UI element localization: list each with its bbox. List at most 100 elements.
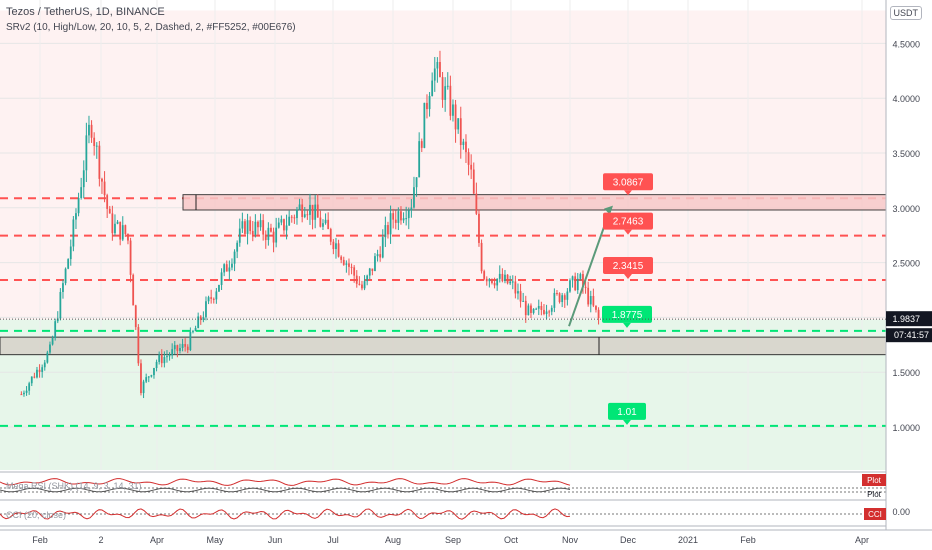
candle-body	[46, 352, 49, 363]
candle-body	[457, 118, 460, 130]
candle-body	[293, 217, 296, 219]
level-label-pointer	[624, 273, 632, 279]
candle-body	[129, 240, 132, 275]
candle-body	[381, 237, 384, 258]
candle-body	[283, 219, 285, 231]
overlay-layer: 3.0867 2.7463 2.3415 1.8775 1.01	[568, 173, 653, 425]
candle-body	[259, 220, 262, 228]
price-axis-bg	[886, 0, 932, 550]
candle-body	[103, 181, 106, 196]
candle-body	[524, 300, 527, 316]
rsi-plot-tag-label: Plot	[867, 476, 882, 485]
price-tick-label: 4.0000	[892, 94, 920, 104]
cci-tag	[864, 508, 886, 520]
candle-body	[114, 223, 116, 234]
projection-arrow	[568, 209, 611, 327]
candle-body	[415, 177, 418, 188]
candle-body	[462, 141, 465, 146]
candle-body	[140, 363, 142, 394]
cci-indicator-name: CCI (20, close)	[6, 510, 66, 520]
candle-body	[561, 295, 564, 303]
candle-body	[454, 104, 457, 130]
candle-body	[171, 349, 174, 356]
candle-body	[410, 207, 413, 211]
candle-body	[368, 268, 371, 276]
candle-body	[342, 259, 345, 265]
candle-body	[485, 278, 488, 282]
candle-body	[506, 274, 509, 284]
candle-body	[30, 376, 33, 384]
price-tick-label: 2.5000	[892, 259, 920, 269]
candle-body	[400, 211, 402, 221]
candle-body	[371, 268, 374, 271]
candle-body	[88, 124, 90, 136]
level-label: 1.01	[617, 407, 637, 418]
candle-body	[329, 229, 332, 242]
candle-body	[428, 96, 431, 110]
candle-body	[335, 243, 337, 250]
candle-body	[158, 354, 161, 362]
candle-body	[220, 272, 223, 285]
level-label-pointer	[624, 229, 632, 235]
candle-body	[132, 274, 135, 306]
candle-body	[418, 141, 421, 178]
candle-body	[353, 267, 356, 276]
rsi-signal-line	[0, 487, 571, 493]
candle-body	[251, 230, 254, 235]
candle-body	[405, 218, 408, 220]
candle-body	[202, 317, 205, 320]
candle-body	[576, 278, 579, 291]
symbol-title: Tezos / TetherUS, 1D, BINANCE	[6, 6, 165, 18]
candle-body	[75, 213, 77, 220]
levels-layer	[0, 194, 887, 427]
candle-body	[475, 193, 478, 214]
candle-body	[592, 296, 595, 306]
rsi-plot-tag-label-2: Plot	[867, 490, 882, 499]
candle-body	[210, 297, 213, 299]
candle-body	[25, 390, 28, 393]
candle-body	[498, 273, 501, 279]
candle-body	[345, 263, 348, 265]
candle-body	[124, 225, 127, 234]
candle-body	[496, 278, 499, 286]
candle-body	[41, 367, 44, 372]
candle-body	[207, 297, 210, 302]
candle-body	[545, 311, 548, 314]
candle-body	[522, 300, 525, 302]
candle-body	[350, 266, 353, 268]
candle-body	[511, 281, 514, 283]
candle-body	[301, 204, 304, 218]
candle-body	[215, 291, 218, 300]
time-tick-label: Nov	[562, 535, 579, 545]
candle-body	[28, 383, 31, 391]
candle-body	[244, 221, 246, 234]
candle-body	[470, 164, 473, 170]
candle-body	[363, 281, 366, 289]
candle-body	[340, 256, 343, 260]
candle-body	[275, 227, 278, 243]
price-tick-label: 3.5000	[892, 149, 920, 159]
candle-body	[420, 141, 423, 148]
candle-body	[444, 86, 447, 100]
candle-body	[254, 221, 257, 235]
candle-body	[452, 104, 454, 116]
candle-body	[223, 264, 226, 273]
time-tick-label: Apr	[855, 535, 869, 545]
countdown-label: 07:41:57	[894, 330, 929, 340]
candle-body	[231, 263, 233, 268]
candle-body	[127, 233, 129, 241]
candle-body	[423, 102, 426, 148]
candle-body	[285, 225, 288, 231]
candle-body	[449, 85, 452, 116]
candle-body	[233, 251, 236, 264]
currency-unit-badge[interactable]: USDT	[889, 6, 922, 20]
candle-body	[262, 220, 265, 235]
candle-body	[553, 292, 556, 308]
candle-body	[64, 268, 67, 284]
candle-body	[480, 242, 483, 272]
level-label-bg	[603, 173, 653, 191]
candle-body	[467, 152, 470, 165]
price-tick-label: 1.0000	[892, 423, 920, 433]
candle-body	[72, 219, 75, 247]
rsi-plot-tag	[862, 474, 886, 486]
